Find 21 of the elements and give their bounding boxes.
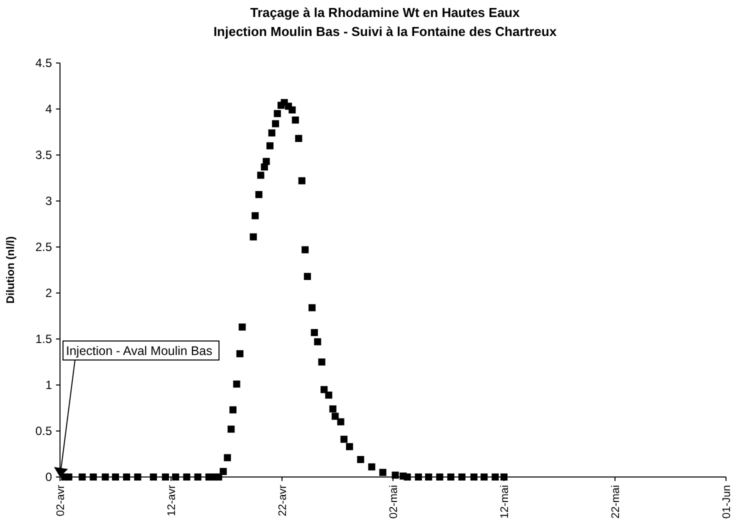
x-tick-label: 12-avr — [166, 484, 178, 516]
y-tick-label: 4.5 — [35, 56, 52, 70]
y-tick-label: 1 — [45, 378, 52, 392]
y-tick-label: 0.5 — [35, 424, 52, 438]
x-tick-label: 22-mai — [610, 485, 622, 519]
y-tick-label: 3 — [45, 194, 52, 208]
y-tick-label: 0 — [45, 470, 52, 484]
y-tick-label: 1.5 — [35, 332, 52, 346]
y-axis-title: Dilution (nl/l) — [5, 236, 17, 304]
chart-subtitle: Injection Moulin Bas - Suivi à la Fontaine des Chartreux — [213, 24, 558, 39]
chart-title: Traçage à la Rhodamine Wt en Hautes Eaux — [250, 5, 520, 20]
x-tick-label: 12-mai — [498, 485, 511, 519]
x-tick-label: 02-mai — [388, 485, 400, 519]
annotation: Injection - Aval Moulin Bas — [66, 344, 212, 358]
y-tick-label: 2.5 — [35, 240, 52, 254]
y-tick-label: 3.5 — [35, 148, 52, 162]
y-tick-label: 4 — [45, 102, 52, 116]
x-tick-label: 01-Jun — [720, 485, 731, 519]
x-tick-label: 22-avr — [276, 484, 289, 516]
x-tick-label: 02-avr — [54, 484, 67, 516]
y-tick-label: 2 — [45, 286, 52, 300]
